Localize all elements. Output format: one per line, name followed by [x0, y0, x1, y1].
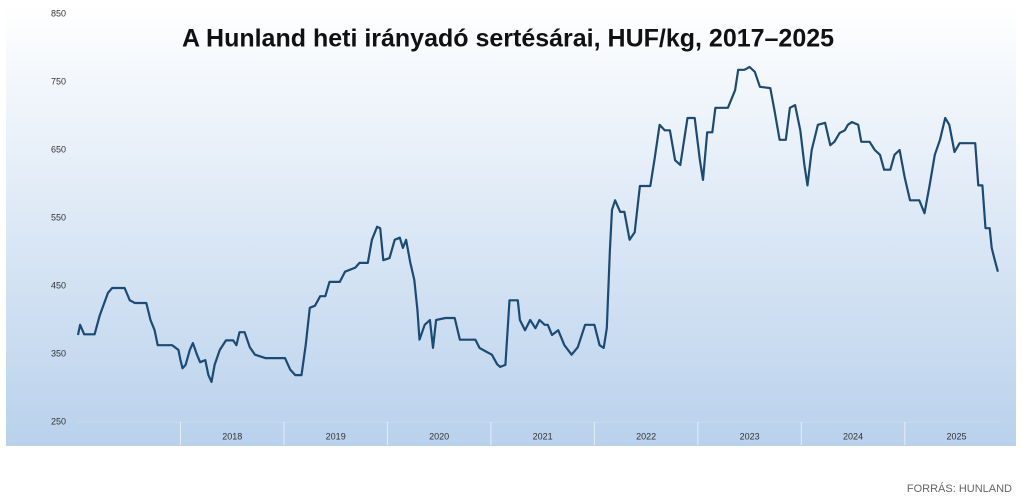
x-tick-label: 2018 [222, 431, 242, 441]
y-tick-label: 350 [51, 348, 66, 358]
x-tick-label: 2019 [326, 431, 346, 441]
chart-title: A Hunland heti irányadó sertésárai, HUF/… [182, 25, 834, 53]
price-line [76, 65, 999, 383]
x-tick-label: 2024 [843, 431, 863, 441]
plot-background [6, 4, 1016, 446]
y-tick-label: 750 [51, 76, 66, 86]
y-tick-label: 550 [51, 212, 66, 222]
x-tick-label: 2022 [636, 431, 656, 441]
y-tick-label: 850 [51, 8, 66, 18]
x-tick-label: 2020 [429, 431, 449, 441]
y-tick-label: 250 [51, 416, 66, 426]
x-tick-label: 2023 [740, 431, 760, 441]
source: FORRÁS: HUNLAND [907, 482, 1012, 495]
y-tick-label: 450 [51, 280, 66, 290]
y-tick-label: 650 [51, 144, 66, 154]
x-tick-label: 2021 [533, 431, 553, 441]
x-tick-label: 2025 [947, 431, 967, 441]
